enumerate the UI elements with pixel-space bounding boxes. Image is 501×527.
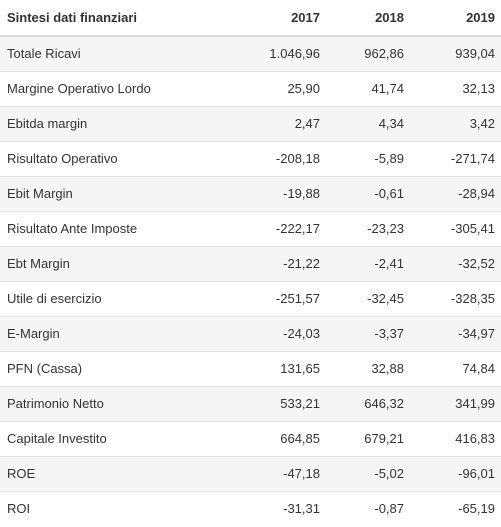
cell-2018: -0,61 [326, 175, 410, 211]
cell-2018: 646,32 [326, 385, 410, 421]
cell-2019: 3,42 [410, 105, 501, 141]
cell-2018: -5,89 [326, 140, 410, 176]
cell-2017: -251,57 [228, 280, 326, 316]
row-label: Capitale Investito [0, 420, 228, 456]
table-row: PFN (Cassa) 131,65 32,88 74,84 [0, 350, 501, 386]
cell-2017: 664,85 [228, 420, 326, 456]
cell-2018: -5,02 [326, 455, 410, 491]
table-row: Ebt Margin -21,22 -2,41 -32,52 [0, 245, 501, 281]
row-label: Ebit Margin [0, 175, 228, 211]
cell-2019: 939,04 [410, 35, 501, 71]
row-label: Utile di esercizio [0, 280, 228, 316]
cell-2017: -222,17 [228, 210, 326, 246]
cell-2018: -0,87 [326, 490, 410, 526]
table-row: Capitale Investito 664,85 679,21 416,83 [0, 420, 501, 456]
cell-2019: -34,97 [410, 315, 501, 351]
row-label: ROE [0, 455, 228, 491]
table-row: ROI -31,31 -0,87 -65,19 [0, 490, 501, 526]
cell-2019: -305,41 [410, 210, 501, 246]
header-year-2018: 2018 [326, 0, 410, 37]
row-label: Ebitda margin [0, 105, 228, 141]
row-label: Ebt Margin [0, 245, 228, 281]
table-row: Utile di esercizio -251,57 -32,45 -328,3… [0, 280, 501, 316]
header-year-2019: 2019 [410, 0, 501, 37]
cell-2017: 2,47 [228, 105, 326, 141]
cell-2018: 679,21 [326, 420, 410, 456]
cell-2017: 25,90 [228, 70, 326, 106]
cell-2018: -32,45 [326, 280, 410, 316]
header-title: Sintesi dati finanziari [0, 0, 228, 37]
cell-2018: -2,41 [326, 245, 410, 281]
row-label: E-Margin [0, 315, 228, 351]
table-row: Margine Operativo Lordo 25,90 41,74 32,1… [0, 70, 501, 106]
row-label: Totale Ricavi [0, 35, 228, 71]
row-label: PFN (Cassa) [0, 350, 228, 386]
row-label: Risultato Ante Imposte [0, 210, 228, 246]
header-row: Sintesi dati finanziari 2017 2018 2019 [0, 0, 501, 37]
row-label: Risultato Operativo [0, 140, 228, 176]
row-label: ROI [0, 490, 228, 526]
cell-2017: 131,65 [228, 350, 326, 386]
cell-2018: -3,37 [326, 315, 410, 351]
table-row: Ebitda margin 2,47 4,34 3,42 [0, 105, 501, 141]
table-row: Risultato Operativo -208,18 -5,89 -271,7… [0, 140, 501, 176]
cell-2018: 32,88 [326, 350, 410, 386]
cell-2019: -328,35 [410, 280, 501, 316]
cell-2019: -271,74 [410, 140, 501, 176]
table-row: E-Margin -24,03 -3,37 -34,97 [0, 315, 501, 351]
cell-2019: 416,83 [410, 420, 501, 456]
row-label: Patrimonio Netto [0, 385, 228, 421]
table-row: Risultato Ante Imposte -222,17 -23,23 -3… [0, 210, 501, 246]
cell-2019: -96,01 [410, 455, 501, 491]
table-row: Ebit Margin -19,88 -0,61 -28,94 [0, 175, 501, 211]
cell-2019: -65,19 [410, 490, 501, 526]
cell-2018: 4,34 [326, 105, 410, 141]
cell-2017: -31,31 [228, 490, 326, 526]
row-label: Margine Operativo Lordo [0, 70, 228, 106]
cell-2019: -28,94 [410, 175, 501, 211]
cell-2017: 533,21 [228, 385, 326, 421]
cell-2019: 74,84 [410, 350, 501, 386]
table-row: ROE -47,18 -5,02 -96,01 [0, 455, 501, 491]
cell-2017: -208,18 [228, 140, 326, 176]
table-row: Patrimonio Netto 533,21 646,32 341,99 [0, 385, 501, 421]
cell-2017: -19,88 [228, 175, 326, 211]
table-body: Totale Ricavi 1.046,96 962,86 939,04 Mar… [0, 35, 501, 526]
cell-2017: 1.046,96 [228, 35, 326, 71]
cell-2017: -47,18 [228, 455, 326, 491]
table-header: Sintesi dati finanziari 2017 2018 2019 [0, 0, 501, 37]
cell-2019: -32,52 [410, 245, 501, 281]
cell-2019: 32,13 [410, 70, 501, 106]
cell-2018: -23,23 [326, 210, 410, 246]
table-row: Totale Ricavi 1.046,96 962,86 939,04 [0, 35, 501, 71]
cell-2018: 962,86 [326, 35, 410, 71]
cell-2019: 341,99 [410, 385, 501, 421]
cell-2017: -24,03 [228, 315, 326, 351]
header-year-2017: 2017 [228, 0, 326, 37]
cell-2017: -21,22 [228, 245, 326, 281]
cell-2018: 41,74 [326, 70, 410, 106]
